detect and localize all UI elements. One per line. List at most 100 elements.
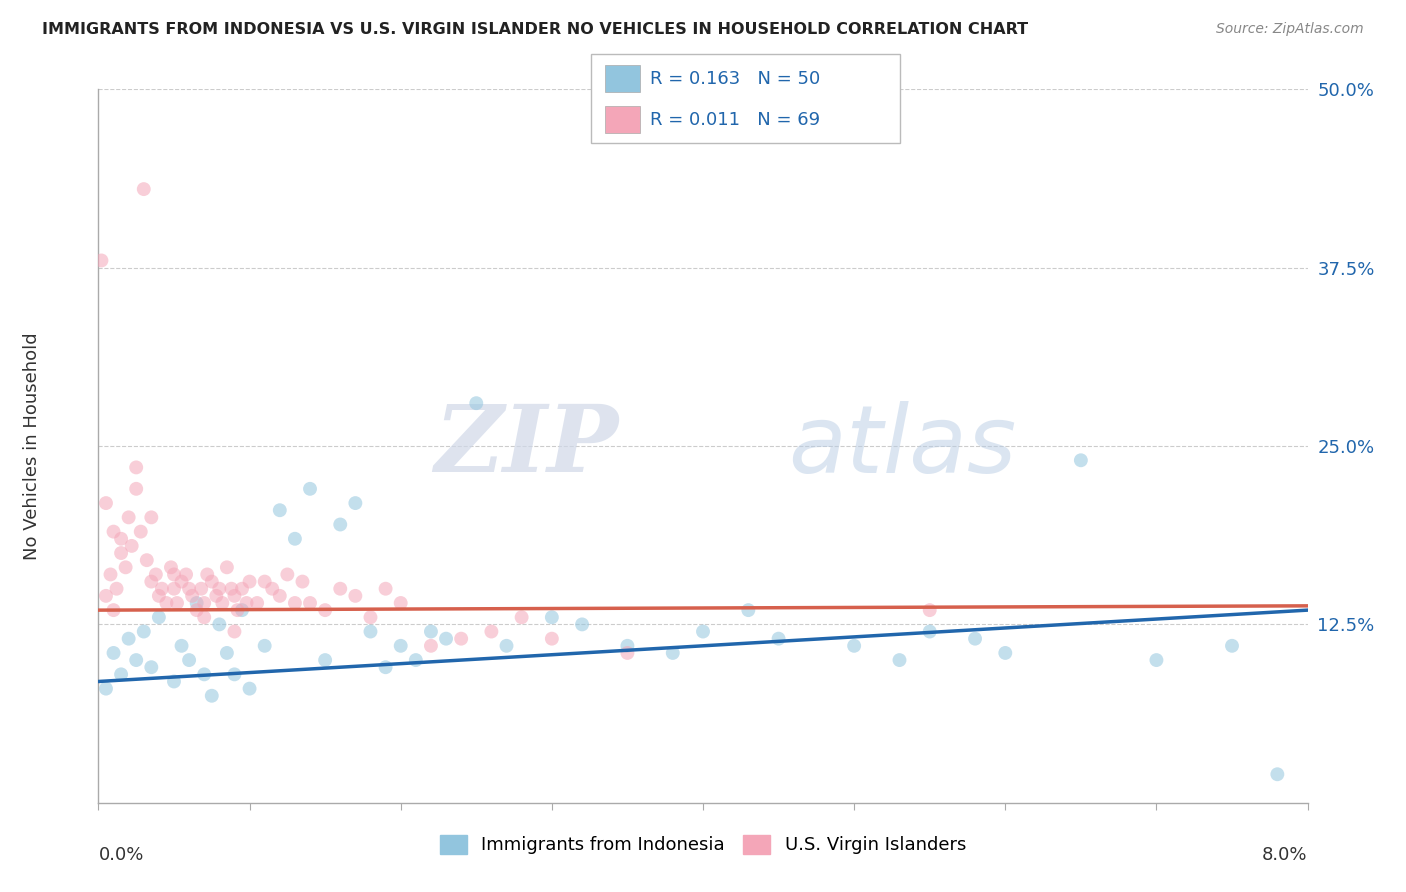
Point [193,667,215,681]
Point [284,596,307,610]
Point [450,632,472,646]
Point [215,646,238,660]
Text: atlas: atlas [787,401,1017,491]
Point [495,639,517,653]
Point [125,482,148,496]
Text: No Vehicles in Household: No Vehicles in Household [22,332,41,560]
Point [1146,653,1168,667]
Point [965,632,987,646]
Point [150,582,173,596]
Point [186,603,208,617]
Point [224,624,246,639]
Point [221,582,243,596]
Point [314,603,336,617]
Point [246,596,269,610]
Point [100,567,122,582]
Point [329,517,352,532]
Point [329,582,352,596]
Point [692,624,714,639]
Point [224,589,246,603]
Point [541,632,564,646]
Point [105,582,128,596]
Point [110,546,132,560]
Point [768,632,790,646]
Point [215,560,238,574]
Text: IMMIGRANTS FROM INDONESIA VS U.S. VIRGIN ISLANDER NO VEHICLES IN HOUSEHOLD CORRE: IMMIGRANTS FROM INDONESIA VS U.S. VIRGIN… [42,22,1028,37]
Point [420,624,443,639]
Point [344,496,367,510]
Point [360,610,382,624]
Point [360,624,382,639]
Point [405,653,427,667]
Point [118,632,141,646]
Point [94,681,117,696]
Point [224,667,246,681]
Point [844,639,866,653]
Text: R = 0.163   N = 50: R = 0.163 N = 50 [650,70,820,87]
Point [344,589,367,603]
Legend: Immigrants from Indonesia, U.S. Virgin Islanders: Immigrants from Indonesia, U.S. Virgin I… [433,828,973,862]
Point [262,582,284,596]
Point [239,681,262,696]
Point [420,639,443,653]
Point [103,603,125,617]
Point [174,567,197,582]
Point [481,624,503,639]
Point [291,574,314,589]
Point [90,253,112,268]
Point [571,617,593,632]
Point [170,574,193,589]
Point [1267,767,1289,781]
Point [253,639,276,653]
Point [141,510,163,524]
Point [616,639,638,653]
Point [141,574,163,589]
Point [103,524,125,539]
Point [141,660,163,674]
Point [148,589,170,603]
Point [190,582,212,596]
Point [94,589,117,603]
Point [125,653,148,667]
Point [434,632,457,646]
Point [374,660,396,674]
Point [186,596,208,610]
Point [389,596,412,610]
Point [208,617,231,632]
Point [103,646,125,660]
Point [125,460,148,475]
Point [211,596,233,610]
Point [179,653,201,667]
Text: R = 0.011   N = 69: R = 0.011 N = 69 [650,111,820,128]
Text: Source: ZipAtlas.com: Source: ZipAtlas.com [1216,22,1364,37]
Point [889,653,911,667]
Point [145,567,167,582]
Point [226,603,249,617]
Point [231,603,253,617]
Point [465,396,488,410]
Point [374,582,396,596]
Point [148,610,170,624]
Point [179,582,201,596]
Point [284,532,307,546]
Point [163,582,186,596]
Point [181,589,204,603]
Point [155,596,177,610]
Point [201,574,224,589]
Point [389,639,412,653]
Point [132,624,155,639]
Point [239,574,262,589]
Point [163,567,186,582]
Point [269,503,291,517]
Point [110,667,132,681]
Text: ZIP: ZIP [434,401,619,491]
Text: 0.0%: 0.0% [98,846,143,863]
Point [132,182,155,196]
Point [166,596,188,610]
Point [205,589,228,603]
Point [135,553,157,567]
Text: 8.0%: 8.0% [1263,846,1308,863]
Point [208,582,231,596]
Point [201,689,224,703]
Point [110,532,132,546]
